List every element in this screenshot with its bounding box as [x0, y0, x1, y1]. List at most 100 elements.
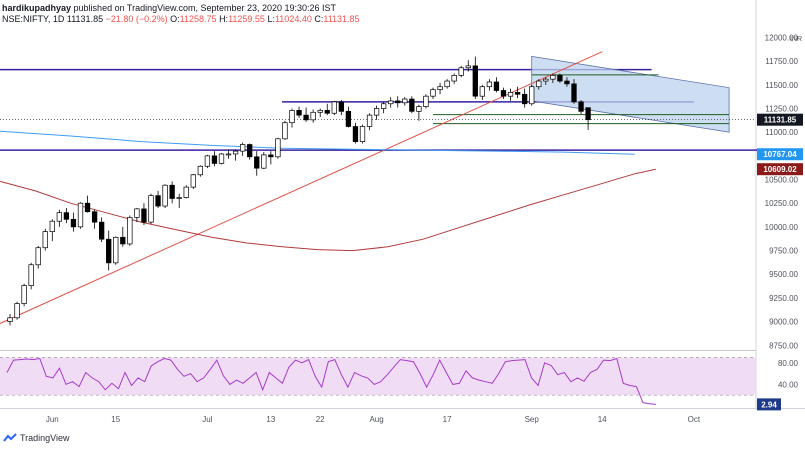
candle — [437, 82, 443, 95]
candle-body — [324, 110, 330, 114]
axis-price-tag-bg — [757, 148, 803, 161]
symbol-label[interactable]: NSE:NIFTY, 1D — [2, 14, 65, 24]
candle-body — [211, 155, 218, 164]
candle — [155, 190, 161, 208]
candle-body — [493, 81, 500, 91]
candle-body — [521, 93, 528, 105]
price-pane[interactable] — [0, 51, 758, 326]
candle-body — [289, 110, 295, 124]
currency-label: INR — [789, 36, 802, 43]
grid — [0, 0, 805, 410]
candle-body — [141, 208, 147, 223]
candle — [77, 202, 84, 229]
candle-body — [176, 197, 182, 199]
candle-body — [500, 90, 507, 97]
candle-body — [310, 111, 316, 121]
ohlc-high: H:11259.55 — [219, 14, 265, 24]
candle — [247, 143, 253, 160]
price-tick-label: 10250.00 — [765, 199, 799, 208]
candle — [493, 77, 500, 93]
candle — [486, 79, 493, 91]
last-price: 11131.85 — [66, 14, 104, 24]
candle-body — [444, 80, 450, 88]
candle — [451, 73, 457, 84]
candle — [120, 226, 126, 247]
candle-body — [148, 195, 154, 223]
candle — [381, 101, 387, 114]
candle — [7, 314, 13, 326]
candle-body — [282, 122, 288, 140]
time-tick-label: Aug — [369, 415, 383, 424]
candle — [84, 195, 91, 213]
candle — [268, 151, 274, 165]
candle-body — [190, 174, 196, 188]
candle — [514, 86, 521, 99]
candle-body — [486, 81, 493, 88]
candle — [113, 236, 119, 265]
candle-body — [35, 247, 41, 266]
candle — [338, 99, 344, 116]
axis-price-tag-bg — [757, 163, 803, 176]
candle-body — [183, 186, 189, 198]
candle-body — [352, 126, 359, 142]
candle-body — [345, 110, 352, 127]
candle — [388, 97, 394, 108]
candle — [289, 108, 295, 128]
candle-body — [303, 114, 309, 121]
candle — [324, 103, 330, 116]
candle-body — [162, 184, 168, 207]
axis-price-tag: 11131.85 — [757, 113, 803, 126]
candle-body — [557, 75, 563, 82]
candle — [444, 79, 450, 89]
candle — [373, 105, 380, 120]
candle-body — [514, 92, 521, 95]
candle-body — [338, 101, 344, 112]
ohlc-high-value: 11259.55 — [228, 14, 265, 24]
ohlc-low: L:11024.40 — [267, 14, 312, 24]
candle — [70, 212, 77, 232]
candle — [197, 165, 204, 177]
candle — [56, 209, 62, 227]
time-tick-label: 17 — [443, 415, 452, 424]
rsi-pane[interactable]: 40.00 80.00 2.94 — [0, 357, 799, 411]
rsi-last-tag-text: 2.94 — [761, 400, 777, 409]
price-tick-label: 9250.00 — [769, 294, 798, 303]
candle — [543, 77, 549, 85]
candle-body — [77, 202, 84, 228]
candle-body — [120, 236, 126, 245]
candle — [190, 173, 196, 189]
candle-body — [113, 236, 119, 264]
tradingview-logo[interactable]: TradingView — [3, 433, 70, 443]
candle — [472, 56, 478, 100]
author-name[interactable]: hardikupadhyay — [2, 3, 72, 13]
price-tick-label: 12000.00 — [765, 33, 799, 42]
candle-body — [268, 154, 274, 158]
candle — [141, 203, 147, 225]
candle — [42, 228, 48, 251]
axis-price-tag-text: 11131.85 — [764, 116, 797, 125]
rsi-tick-label: 40.00 — [778, 380, 799, 389]
candle-body — [458, 67, 464, 76]
candle-body — [155, 195, 161, 207]
candle-body — [21, 285, 27, 304]
time-axis[interactable]: Jun 15 Jul 13 22 Aug 17 Sep 14 Oct — [46, 415, 701, 424]
rsi-last-tag-bg — [757, 398, 781, 411]
price-labels: 11131.85 10767.04 10609.02 — [757, 113, 803, 176]
tradingview-brand: TradingView — [20, 433, 70, 443]
ohlc-open-value: 11258.75 — [179, 14, 217, 24]
candle-body — [416, 106, 422, 112]
candle-body — [479, 86, 485, 97]
price-change: −21.80 (−0.2%) — [105, 14, 168, 24]
candle-body — [63, 212, 70, 220]
candle — [225, 149, 232, 159]
candle — [423, 94, 429, 109]
price-tick-label: 11750.00 — [765, 57, 798, 66]
candle — [578, 99, 584, 115]
candle — [402, 97, 408, 106]
price-axis[interactable]: 8750.00 9000.00 9250.00 9500.00 9750.00 10000… — [765, 33, 799, 350]
candle — [529, 84, 535, 106]
candle-body — [197, 165, 204, 176]
candle — [585, 107, 591, 130]
time-tick-label: Oct — [688, 415, 701, 424]
